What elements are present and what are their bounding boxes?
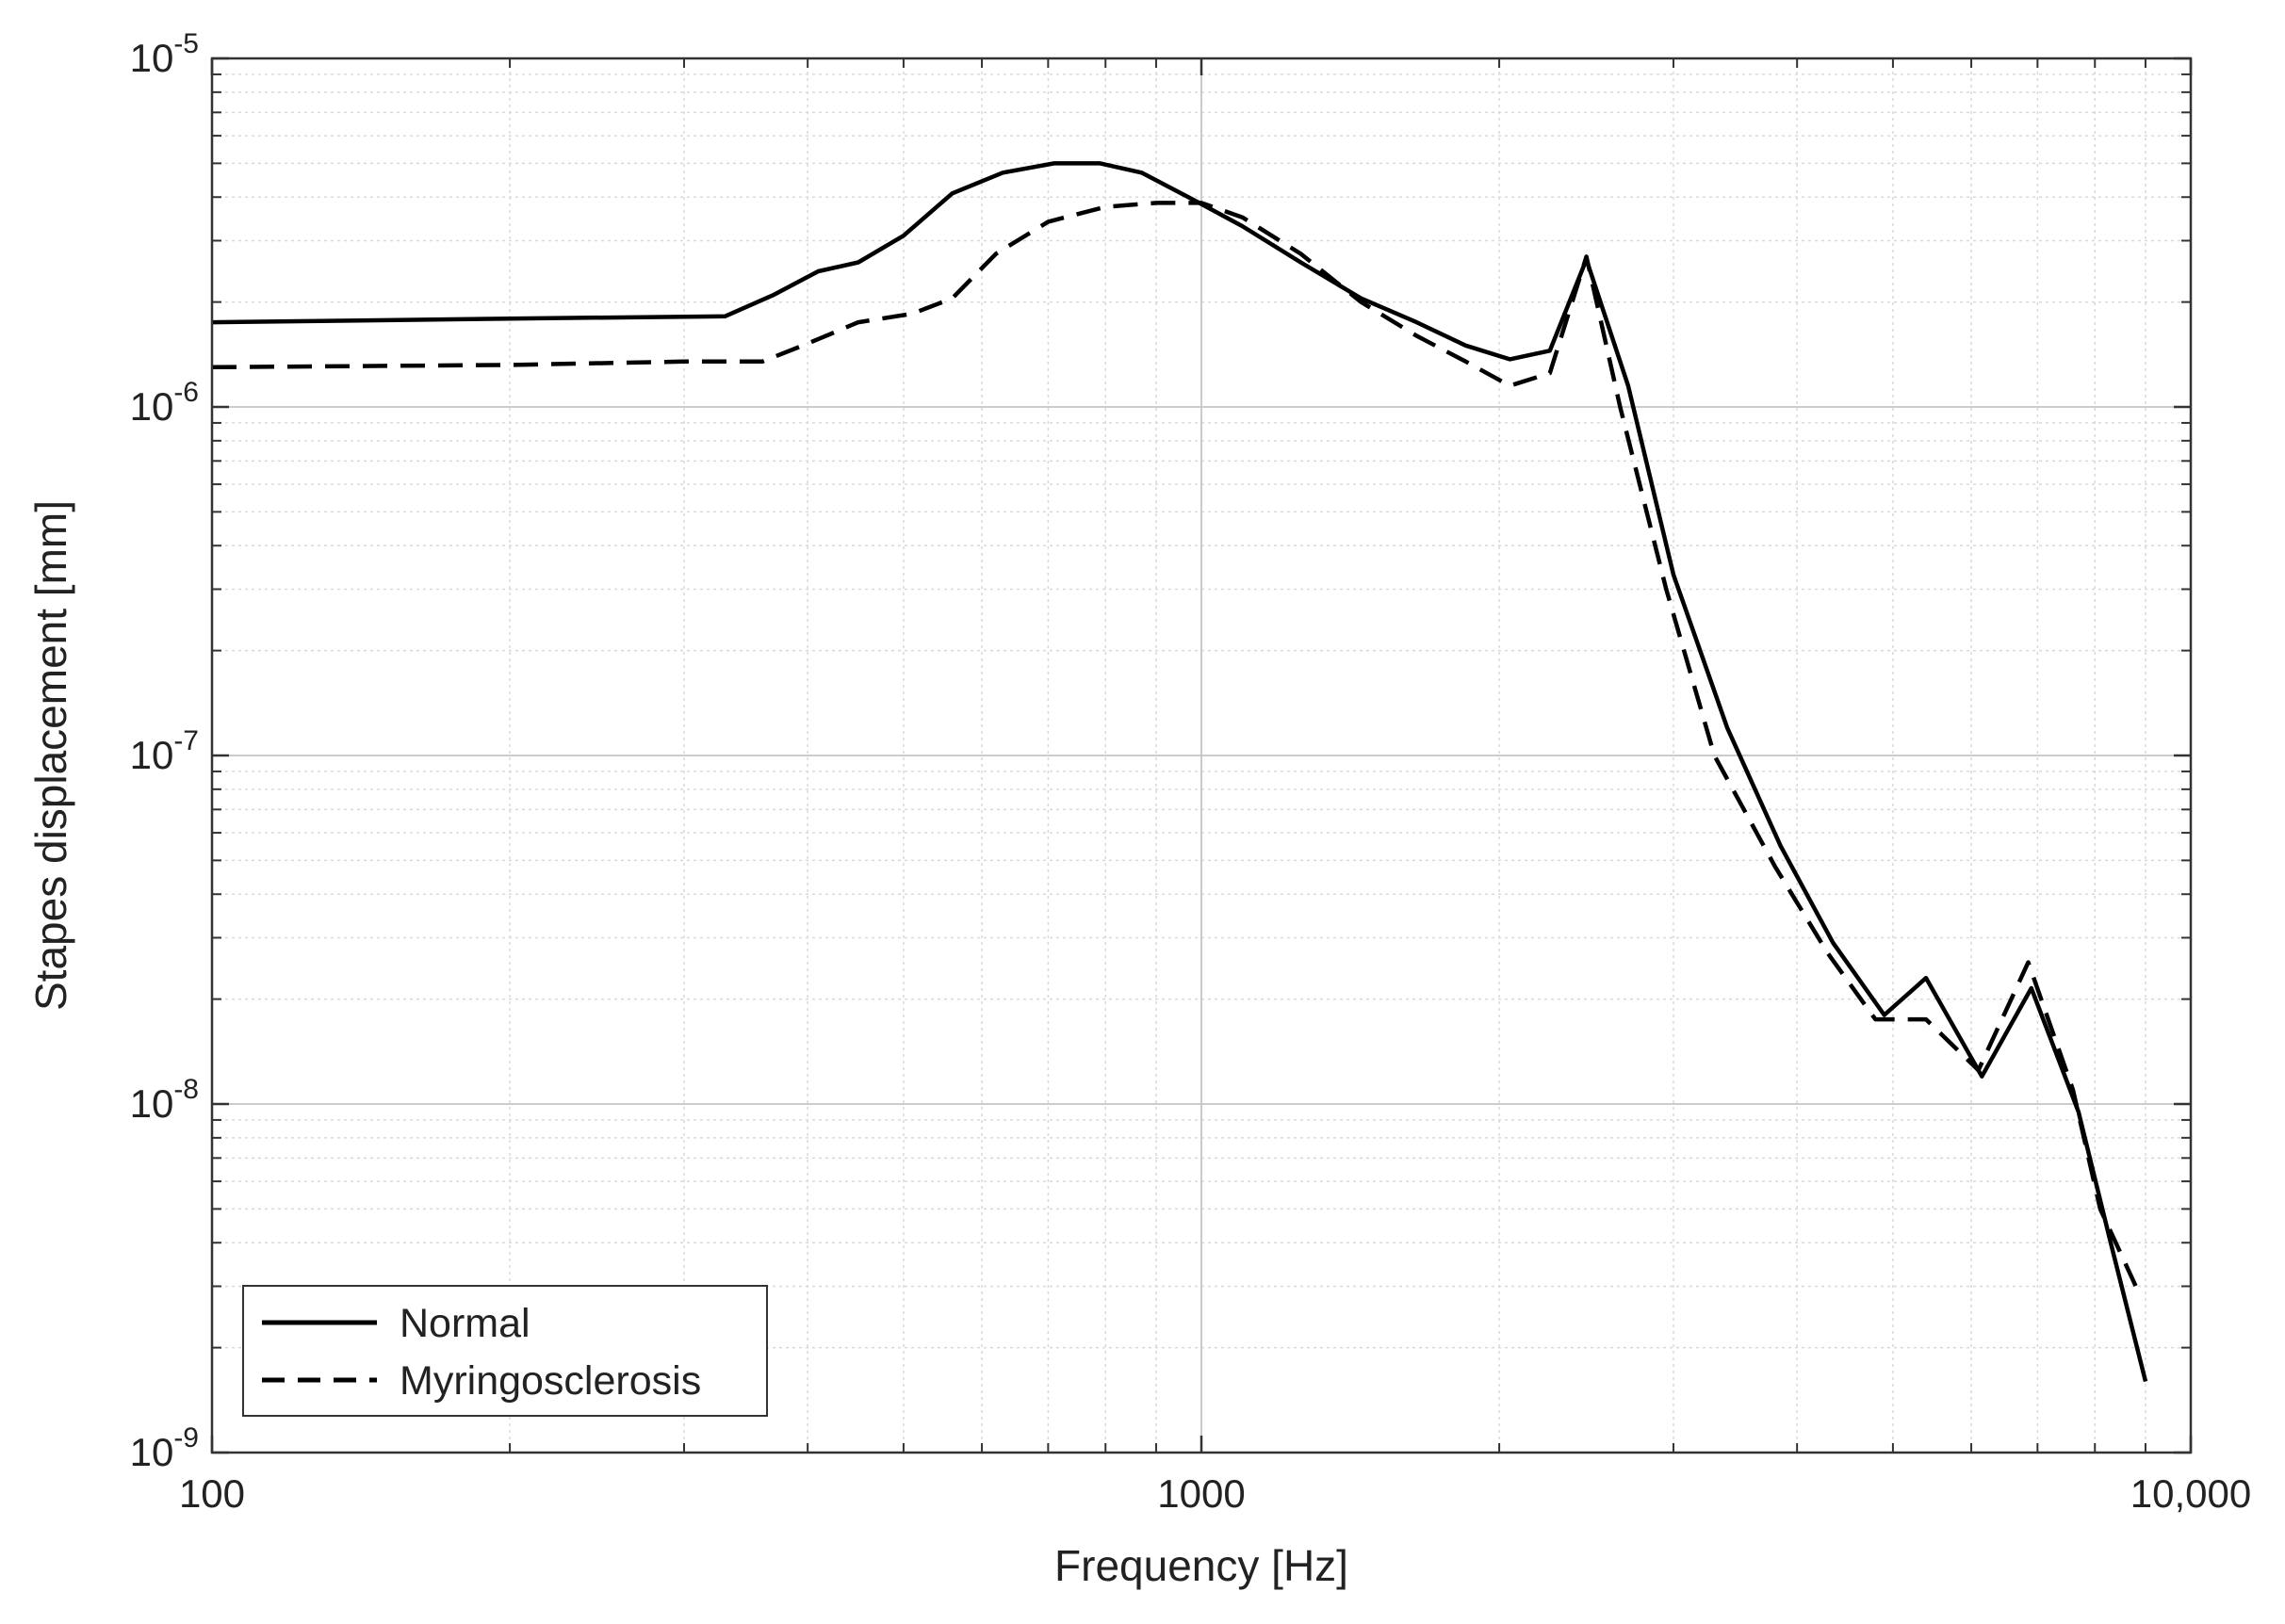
y-tick-label: 10-5 bbox=[130, 28, 199, 80]
y-tick-label: 10-9 bbox=[130, 1422, 199, 1474]
y-axis-title: Stapes displacement [mm] bbox=[26, 500, 75, 1011]
legend-box bbox=[242, 1285, 768, 1417]
x-tick-label: 1000 bbox=[1157, 1471, 1245, 1516]
series-line-myringosclerosis bbox=[211, 201, 2138, 1288]
legend-label-normal: Normal bbox=[400, 1301, 530, 1346]
y-tick-label: 10-8 bbox=[130, 1074, 199, 1126]
x-tick-labels: 100 1000 10,000 bbox=[179, 1471, 2251, 1516]
x-axis-title: Frequency [Hz] bbox=[1054, 1541, 1348, 1590]
legend-label-myringosclerosis: Myringosclerosis bbox=[400, 1358, 701, 1404]
y-tick-label: 10-6 bbox=[130, 377, 199, 429]
y-tick-labels: 10-9 10-8 10-7 10-6 10-5 bbox=[130, 28, 199, 1474]
y-tick-label: 10-7 bbox=[130, 725, 199, 777]
series-layer bbox=[211, 161, 2148, 1383]
x-tick-label: 100 bbox=[179, 1471, 245, 1516]
axis-ticks bbox=[210, 57, 2193, 1454]
series-line-normal bbox=[211, 161, 2148, 1383]
legend: Normal Myringosclerosis bbox=[242, 1285, 768, 1417]
x-tick-label: 10,000 bbox=[2130, 1471, 2251, 1516]
